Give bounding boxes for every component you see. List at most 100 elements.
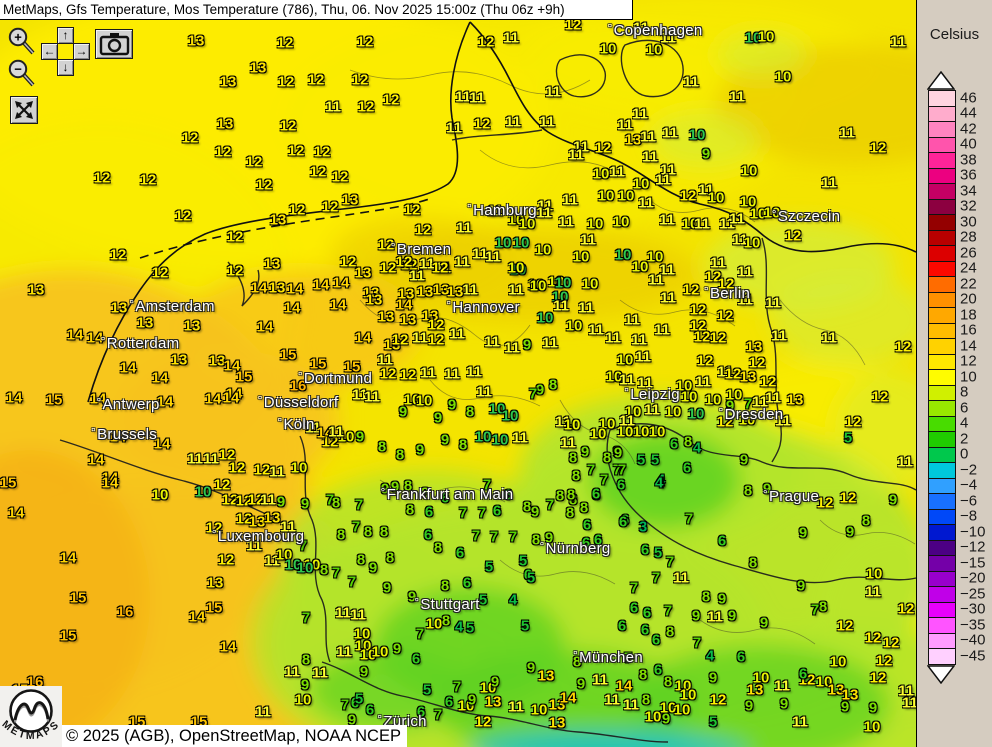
legend-tick-label: −25 (960, 585, 986, 603)
legend-color-cell (929, 199, 955, 215)
legend-tick-label: 2 (960, 430, 969, 448)
legend-tick-label: −6 (960, 492, 978, 510)
legend-color-cell (929, 215, 955, 231)
pan-up-button[interactable]: ↑ (57, 27, 74, 44)
legend-tick-label: 14 (960, 337, 977, 355)
legend-color-cell (929, 633, 955, 649)
legend-tick-label: −8 (960, 507, 978, 525)
legend-tick-label: −15 (960, 554, 986, 572)
arrow-down-icon: ↓ (62, 60, 69, 74)
legend-color-cell (929, 587, 955, 603)
legend-arrow-down-icon (927, 665, 955, 684)
fullscreen-button[interactable] (10, 96, 38, 124)
attribution-bar[interactable]: © 2025 (AGB), OpenStreetMap, NOAA NCEP (62, 725, 407, 747)
legend-tick-label: 10 (960, 368, 977, 386)
attribution-text: © 2025 (AGB), OpenStreetMap, NOAA NCEP (66, 727, 401, 745)
legend-tick-label: 22 (960, 275, 977, 293)
legend-tick-label: 20 (960, 290, 977, 308)
legend-color-cell (929, 447, 955, 463)
legend-color-cell (929, 478, 955, 494)
legend-tick-label: 40 (960, 135, 977, 153)
legend-color-cell (929, 602, 955, 618)
legend-color-cell (929, 540, 955, 556)
legend-tick-label: −10 (960, 523, 986, 541)
map-canvas (0, 0, 916, 747)
metmaps-logo-icon: METMAPS (0, 689, 60, 742)
arrow-left-icon: ← (43, 44, 56, 58)
title-bar: MetMaps, Gfs Temperature, Mos Temperatur… (0, 0, 633, 20)
fullscreen-icon (15, 101, 33, 119)
legend-tick-label: 26 (960, 244, 977, 262)
legend-color-cell (929, 292, 955, 308)
pan-down-button[interactable]: ↓ (57, 59, 74, 76)
legend-color-cell (929, 137, 955, 153)
legend-tick-label: −45 (960, 647, 986, 665)
pan-right-button[interactable]: → (73, 43, 90, 60)
legend-tick-label: 42 (960, 120, 977, 138)
pan-left-button[interactable]: ← (41, 43, 58, 60)
map-title: MetMaps, Gfs Temperature, Mos Temperatur… (3, 2, 565, 17)
legend-tick-label: 46 (960, 89, 977, 107)
legend-tick-label: 12 (960, 352, 977, 370)
legend-color-cell (929, 153, 955, 169)
legend-color-cell (929, 416, 955, 432)
legend-color-cell (929, 649, 955, 664)
zoom-in-button[interactable]: + (8, 27, 36, 57)
legend-color-cell (929, 168, 955, 184)
legend-tick-label: −40 (960, 631, 986, 649)
legend-arrow-up-icon (927, 71, 955, 90)
legend-tick-label: −4 (960, 476, 978, 494)
country-borders (59, 21, 916, 743)
legend-color-cell (929, 571, 955, 587)
legend-tick-label: 0 (960, 445, 969, 463)
legend-tick-label: 24 (960, 259, 977, 277)
legend-tick-label: −12 (960, 538, 986, 556)
legend-tick-label: 36 (960, 166, 977, 184)
weather-map[interactable]: 13 12 12 13 13 12 12 12 11 12 12 13 12 12 12 12 12 12 12 12… (0, 0, 916, 747)
legend-tick-label: 34 (960, 182, 977, 200)
zoom-out-button[interactable]: − (8, 59, 36, 89)
legend-color-cell (929, 246, 955, 262)
legend-color-cell (929, 184, 955, 200)
camera-icon (99, 33, 130, 56)
legend-tick-label: 8 (960, 383, 969, 401)
legend-tick-label: 30 (960, 213, 977, 231)
legend-tick-label: −30 (960, 600, 986, 618)
svg-text:−: − (14, 62, 22, 77)
legend-tick-label: 32 (960, 197, 977, 215)
legend-color-cell (929, 323, 955, 339)
legend-color-cell (929, 354, 955, 370)
legend-tick-label: −35 (960, 616, 986, 634)
magnifier-plus-icon: + (8, 27, 35, 55)
arrow-up-icon: ↑ (62, 28, 69, 42)
legend-tick-label: 4 (960, 414, 969, 432)
legend-color-cell (929, 261, 955, 277)
arrow-right-icon: → (75, 44, 88, 58)
legend-tick-label: 44 (960, 104, 977, 122)
legend-title: Celsius (929, 26, 980, 43)
legend-color-cell (929, 432, 955, 448)
legend-sidebar: Celsius 46 44 42 40 38 36 34 32 30 28 26 24 22 20 18 16… (916, 0, 992, 747)
legend-color-cell (929, 122, 955, 138)
legend-color-cell (929, 618, 955, 634)
legend-color-cell (929, 339, 955, 355)
magnifier-minus-icon: − (8, 59, 35, 87)
legend-color-cell (929, 91, 955, 107)
temperature-shading (0, 0, 916, 747)
legend-tick-label: 38 (960, 151, 977, 169)
legend-tick-label: −2 (960, 461, 978, 479)
district-borders (349, 69, 916, 645)
legend-color-cell (929, 556, 955, 572)
legend-color-cell (929, 308, 955, 324)
legend-tick-label: 16 (960, 321, 977, 339)
legend-color-cell (929, 277, 955, 293)
legend-color-bar (928, 90, 956, 665)
legend-color-cell (929, 463, 955, 479)
legend-color-cell (929, 494, 955, 510)
metmaps-logo[interactable]: METMAPS (0, 686, 62, 747)
snapshot-button[interactable] (95, 29, 133, 59)
legend-color-cell (929, 106, 955, 122)
legend-tick-label: −20 (960, 569, 986, 587)
svg-text:+: + (14, 30, 22, 45)
